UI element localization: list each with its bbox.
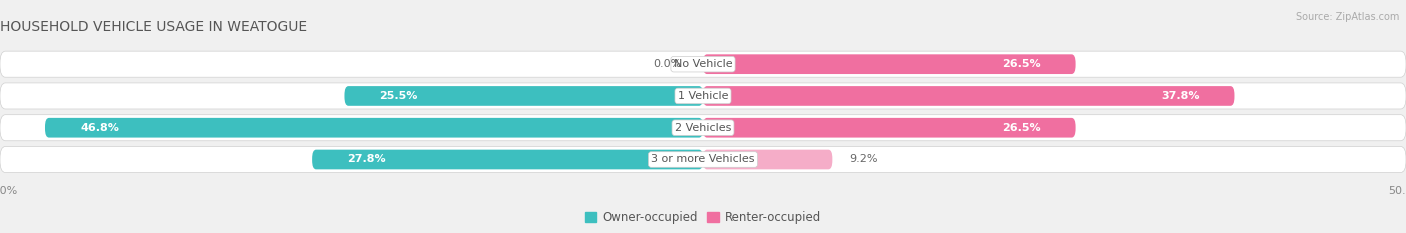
Text: 27.8%: 27.8%	[347, 154, 385, 164]
Text: 26.5%: 26.5%	[1002, 123, 1040, 133]
FancyBboxPatch shape	[45, 118, 703, 137]
FancyBboxPatch shape	[703, 54, 1076, 74]
Text: 26.5%: 26.5%	[1002, 59, 1040, 69]
FancyBboxPatch shape	[312, 150, 703, 169]
FancyBboxPatch shape	[703, 86, 1234, 106]
Text: 9.2%: 9.2%	[849, 154, 877, 164]
Text: 25.5%: 25.5%	[380, 91, 418, 101]
Text: 0.0%: 0.0%	[654, 59, 682, 69]
Text: 37.8%: 37.8%	[1161, 91, 1199, 101]
FancyBboxPatch shape	[344, 86, 703, 106]
Legend: Owner-occupied, Renter-occupied: Owner-occupied, Renter-occupied	[579, 206, 827, 229]
FancyBboxPatch shape	[0, 115, 1406, 141]
FancyBboxPatch shape	[703, 118, 1076, 137]
Text: Source: ZipAtlas.com: Source: ZipAtlas.com	[1295, 12, 1399, 22]
Text: 46.8%: 46.8%	[80, 123, 120, 133]
FancyBboxPatch shape	[0, 83, 1406, 109]
Text: 2 Vehicles: 2 Vehicles	[675, 123, 731, 133]
Text: 3 or more Vehicles: 3 or more Vehicles	[651, 154, 755, 164]
FancyBboxPatch shape	[0, 51, 1406, 77]
Text: 1 Vehicle: 1 Vehicle	[678, 91, 728, 101]
FancyBboxPatch shape	[703, 150, 832, 169]
Text: No Vehicle: No Vehicle	[673, 59, 733, 69]
FancyBboxPatch shape	[0, 147, 1406, 172]
Text: HOUSEHOLD VEHICLE USAGE IN WEATOGUE: HOUSEHOLD VEHICLE USAGE IN WEATOGUE	[0, 20, 307, 34]
